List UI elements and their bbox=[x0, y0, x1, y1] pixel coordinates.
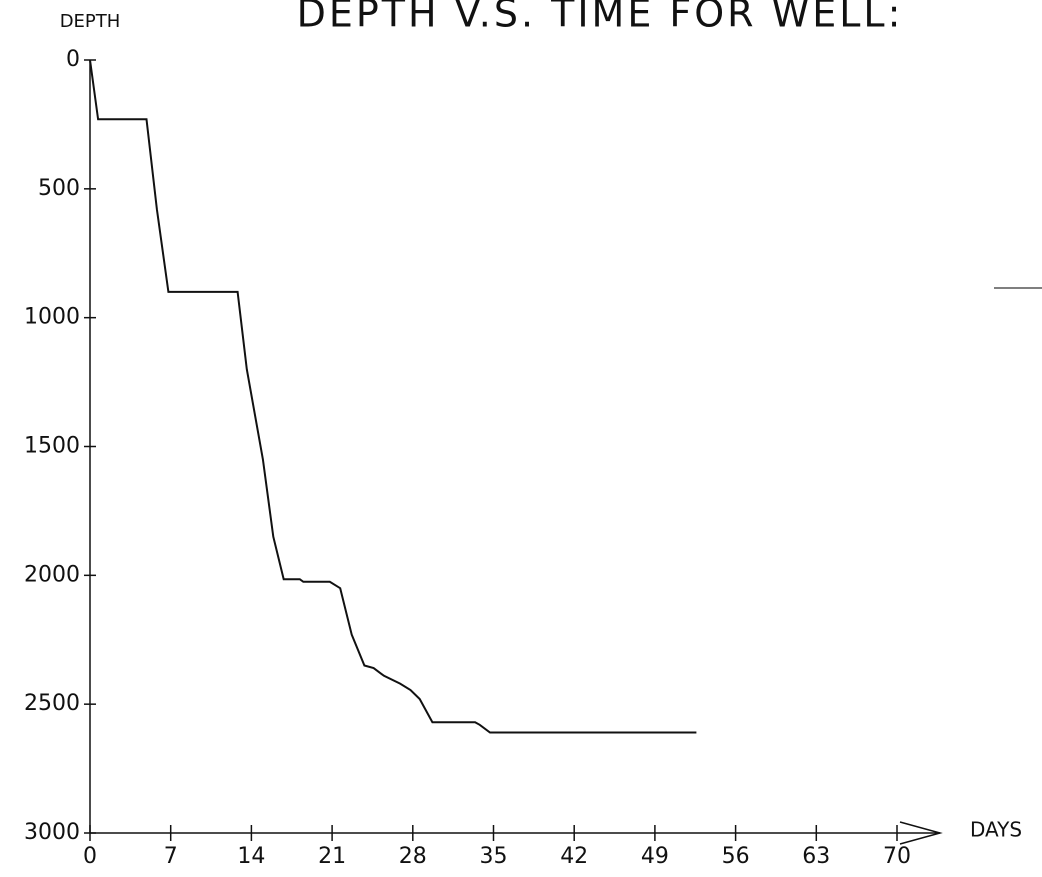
x-tick-label: 14 bbox=[237, 844, 265, 869]
x-tick-label: 70 bbox=[883, 844, 911, 869]
x-tick-label: 0 bbox=[83, 844, 97, 869]
y-tick-label: 2000 bbox=[24, 562, 80, 587]
x-tick-label: 56 bbox=[722, 844, 750, 869]
x-tick-label: 21 bbox=[318, 844, 346, 869]
y-tick-label: 3000 bbox=[24, 820, 80, 845]
x-tick-label: 28 bbox=[399, 844, 427, 869]
axis-arrow bbox=[899, 821, 943, 845]
y-tick-label: 1500 bbox=[24, 434, 80, 459]
chart-title: DEPTH V.S. TIME FOR WELL: bbox=[297, 0, 904, 36]
y-tick-label: 0 bbox=[66, 47, 80, 72]
y-tick-label: 1000 bbox=[24, 305, 80, 330]
x-tick-label: 49 bbox=[641, 844, 669, 869]
x-tick-label: 7 bbox=[164, 844, 178, 869]
y-tick-label: 2500 bbox=[24, 691, 80, 716]
x-tick-label: 63 bbox=[802, 844, 830, 869]
x-tick-label: 35 bbox=[480, 844, 508, 869]
data-line bbox=[89, 59, 697, 734]
x-axis-label: DAYS bbox=[970, 818, 1022, 842]
y-axis-label: DEPTH bbox=[60, 11, 121, 32]
x-tick-label: 42 bbox=[560, 844, 588, 869]
y-tick-label: 500 bbox=[38, 176, 80, 201]
